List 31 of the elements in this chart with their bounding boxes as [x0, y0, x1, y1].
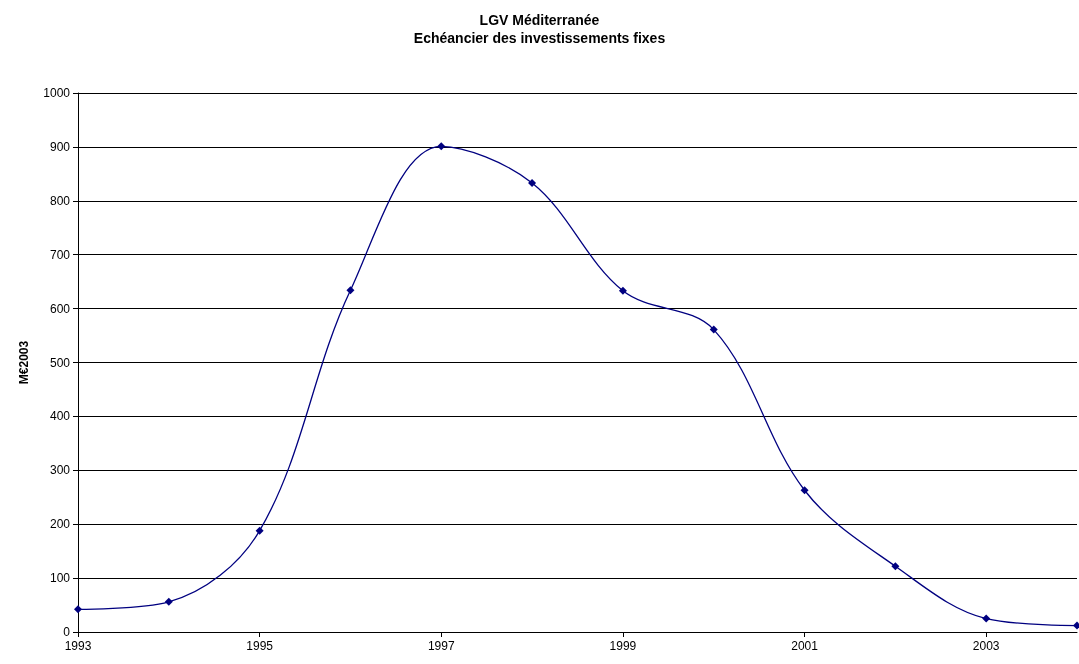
y-tick-label: 0: [63, 625, 71, 639]
x-tick-label: 1997: [427, 639, 455, 653]
point: [528, 179, 537, 188]
point: [437, 142, 446, 151]
y-tick-label: 700: [49, 247, 71, 262]
y-tick-label: 600: [49, 301, 71, 316]
point: [709, 325, 718, 334]
y-tick-label: 500: [49, 355, 71, 370]
point: [74, 605, 82, 614]
point: [346, 286, 355, 295]
point: [618, 286, 627, 295]
x-tick-label: 2003: [972, 639, 1000, 653]
point: [164, 597, 173, 606]
y-tick-label: 400: [49, 409, 71, 424]
point: [891, 562, 900, 571]
chart-subtitle: Echéancier des investissements fixes: [413, 30, 666, 46]
x-tick-label: 2001: [791, 639, 819, 653]
y-tick-label: 100: [49, 571, 71, 586]
x-tick-label: 1993: [64, 639, 92, 653]
y-tick-label: 200: [49, 517, 71, 532]
chart-title: LGV Méditerranée: [479, 12, 600, 28]
point: [255, 526, 264, 535]
y-tick-label: 800: [49, 193, 71, 208]
y-tick-label: 1000: [43, 86, 71, 100]
y-tick-label: 900: [49, 139, 71, 154]
y-axis-title: M€2003: [17, 340, 31, 385]
y-tick-label: 300: [49, 463, 71, 478]
point: [800, 486, 809, 495]
x-tick-label: 1995: [246, 639, 274, 653]
point: [982, 614, 991, 623]
x-tick-label: 1999: [609, 639, 637, 653]
